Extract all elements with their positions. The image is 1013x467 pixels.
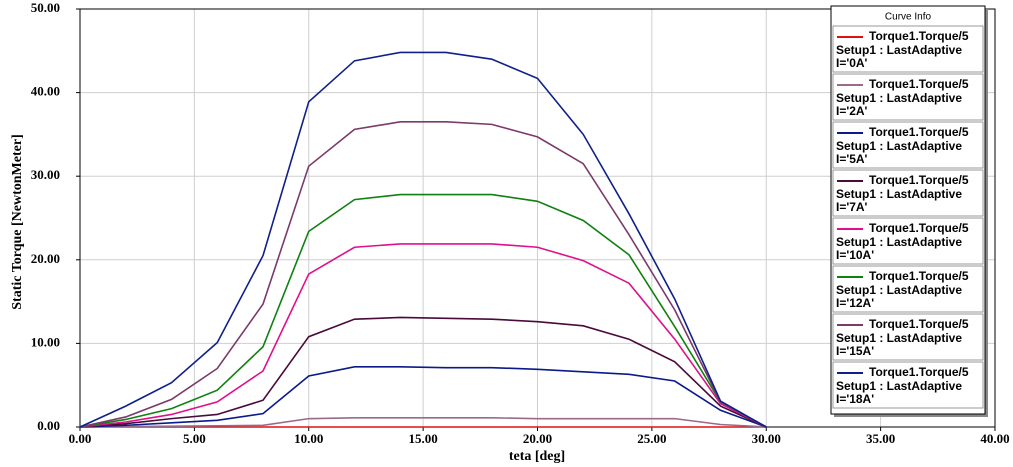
legend-param: I='10A' [836, 248, 874, 262]
x-tick-label: 35.00 [866, 431, 895, 446]
x-tick-label: 0.00 [69, 431, 92, 446]
legend-setup: Setup1 : LastAdaptive [836, 331, 962, 345]
y-tick-label: 40.00 [31, 84, 60, 99]
legend-param: I='15A' [836, 344, 874, 358]
x-tick-label: 5.00 [183, 431, 206, 446]
x-tick-label: 15.00 [409, 431, 438, 446]
legend-label: Torque1.Torque/5 [869, 365, 969, 379]
legend-entry [832, 265, 984, 313]
x-tick-label: 20.00 [523, 431, 552, 446]
y-tick-label: 50.00 [31, 0, 60, 15]
legend-entry [832, 361, 984, 409]
legend-setup: Setup1 : LastAdaptive [836, 235, 962, 249]
legend-label: Torque1.Torque/5 [869, 269, 969, 283]
series-line [79, 316, 767, 428]
legend-entry [832, 169, 984, 217]
legend-label: Torque1.Torque/5 [869, 29, 969, 43]
legend-label: Torque1.Torque/5 [869, 173, 969, 187]
y-tick-label: 20.00 [31, 251, 60, 266]
x-tick-label: 30.00 [752, 431, 781, 446]
series-line [79, 121, 767, 428]
legend-label: Torque1.Torque/5 [869, 221, 969, 235]
legend-entry [832, 73, 984, 121]
series-line [79, 366, 767, 428]
x-axis-label: teta [deg] [509, 449, 565, 464]
x-tick-label: 40.00 [980, 431, 1009, 446]
legend-setup: Setup1 : LastAdaptive [836, 91, 962, 105]
y-axis-label: Static Torque [NewtonMeter] [10, 134, 25, 310]
legend-param: I='2A' [836, 104, 868, 118]
series-line [79, 193, 767, 428]
legend-setup: Setup1 : LastAdaptive [836, 187, 962, 201]
legend-param: I='12A' [836, 296, 874, 310]
legend-setup: Setup1 : LastAdaptive [836, 283, 962, 297]
legend-label: Torque1.Torque/5 [869, 125, 969, 139]
y-tick-label: 10.00 [31, 334, 60, 349]
series-line [79, 243, 767, 428]
x-tick-label: 25.00 [637, 431, 666, 446]
legend-setup: Setup1 : LastAdaptive [836, 43, 962, 57]
y-tick-label: 0.00 [37, 418, 60, 433]
legend-param: I='7A' [836, 200, 868, 214]
legend-title: Curve Info [885, 12, 932, 23]
legend-entry [832, 25, 984, 73]
legend-setup: Setup1 : LastAdaptive [836, 139, 962, 153]
legend-label: Torque1.Torque/5 [869, 77, 969, 91]
legend-entry [832, 217, 984, 265]
legend-param: I='5A' [836, 152, 868, 166]
series-line [79, 51, 767, 428]
legend-entry [832, 121, 984, 169]
legend-setup: Setup1 : LastAdaptive [836, 379, 962, 393]
x-tick-label: 10.00 [294, 431, 323, 446]
y-tick-label: 30.00 [31, 167, 60, 182]
legend-label: Torque1.Torque/5 [869, 317, 969, 331]
legend-entry [832, 313, 984, 361]
legend-param: I='0A' [836, 56, 868, 70]
series-line [79, 417, 767, 428]
legend-param: I='18A' [836, 392, 874, 406]
